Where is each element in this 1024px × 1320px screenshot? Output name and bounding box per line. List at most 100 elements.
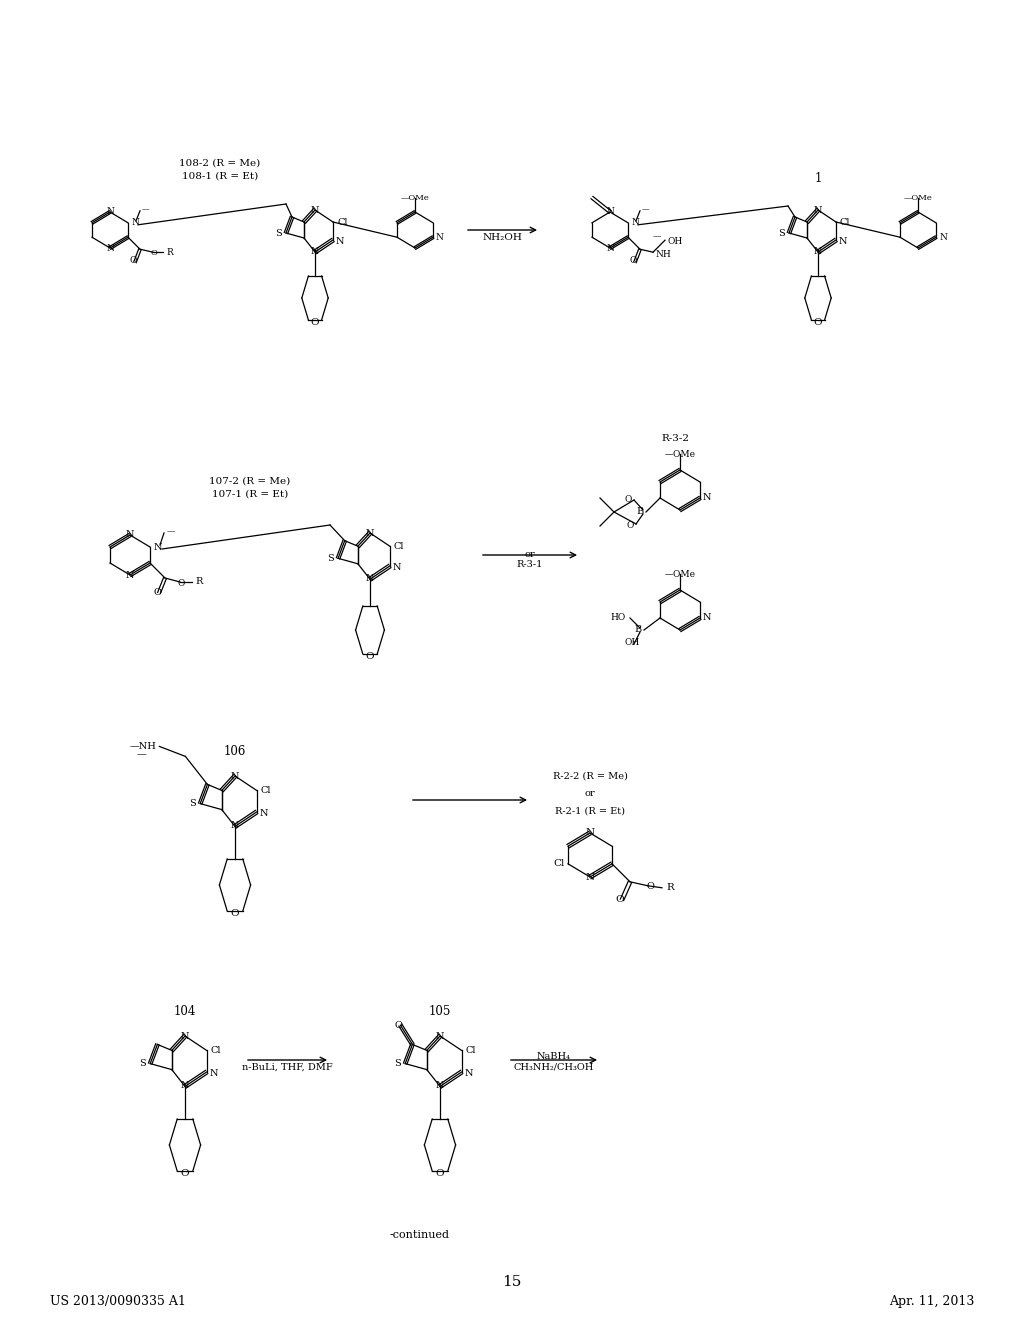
Text: N: N (631, 218, 639, 227)
Text: N: N (181, 1081, 189, 1090)
Text: R: R (666, 883, 674, 892)
Text: S: S (275, 228, 282, 238)
Text: Cl: Cl (337, 218, 347, 227)
Text: N: N (703, 614, 712, 623)
Text: 15: 15 (503, 1275, 521, 1290)
Text: O: O (151, 249, 158, 257)
Text: R-3-2: R-3-2 (662, 434, 689, 444)
Text: Apr. 11, 2013: Apr. 11, 2013 (889, 1295, 974, 1308)
Text: O: O (814, 318, 822, 327)
Text: Cl: Cl (466, 1047, 476, 1056)
Text: N: N (436, 1032, 444, 1041)
Text: Cl: Cl (394, 543, 404, 552)
Text: n-BuLi, THF, DMF: n-BuLi, THF, DMF (242, 1063, 333, 1072)
Text: US 2013/0090335 A1: US 2013/0090335 A1 (50, 1295, 186, 1308)
Text: O: O (625, 495, 632, 503)
Text: N: N (260, 809, 268, 818)
Text: N: N (814, 247, 822, 256)
Text: NH: NH (655, 249, 671, 259)
Text: N: N (606, 244, 614, 253)
Text: N: N (154, 543, 163, 552)
Text: S: S (139, 1059, 146, 1068)
Text: 105: 105 (429, 1005, 452, 1018)
Text: —NH: —NH (129, 742, 157, 751)
Text: R-3-1: R-3-1 (517, 560, 543, 569)
Text: N: N (436, 1081, 444, 1090)
Text: N: N (126, 572, 134, 579)
Text: N: N (210, 1069, 218, 1078)
Text: N: N (606, 207, 614, 216)
Text: S: S (394, 1059, 401, 1068)
Text: N: N (814, 206, 822, 215)
Text: O: O (366, 652, 375, 661)
Text: O: O (646, 882, 654, 891)
Text: N: N (310, 206, 319, 215)
Text: N: N (310, 247, 319, 256)
Text: 1: 1 (814, 172, 821, 185)
Text: N: N (106, 244, 114, 253)
Text: —: — (142, 205, 150, 213)
Text: Cl: Cl (554, 859, 565, 869)
Text: O: O (153, 587, 161, 597)
Text: O: O (129, 256, 136, 265)
Text: R: R (195, 578, 203, 586)
Text: N: N (703, 494, 712, 503)
Text: CH₃NH₂/CH₃OH: CH₃NH₂/CH₃OH (514, 1063, 594, 1072)
Text: O: O (630, 256, 637, 265)
Text: 107-1 (R = Et): 107-1 (R = Et) (212, 490, 288, 499)
Text: OH: OH (625, 638, 640, 647)
Text: or: or (585, 789, 595, 799)
Text: N: N (465, 1069, 473, 1078)
Text: N: N (393, 564, 401, 573)
Text: Cl: Cl (840, 218, 851, 227)
Text: —OMe: —OMe (903, 194, 933, 202)
Text: —OMe: —OMe (400, 194, 429, 202)
Text: 108-1 (R = Et): 108-1 (R = Et) (182, 172, 258, 181)
Text: 108-2 (R = Me): 108-2 (R = Me) (179, 158, 261, 168)
Text: S: S (328, 554, 334, 562)
Text: O: O (310, 318, 319, 327)
Text: N: N (939, 232, 947, 242)
Text: S: S (778, 228, 785, 238)
Text: R-2-2 (R = Me): R-2-2 (R = Me) (553, 771, 628, 780)
Text: O: O (230, 909, 240, 917)
Text: —: — (167, 527, 175, 535)
Text: 107-2 (R = Me): 107-2 (R = Me) (209, 477, 291, 486)
Text: Cl: Cl (260, 787, 271, 796)
Text: N: N (230, 772, 240, 781)
Text: N: N (586, 828, 595, 837)
Text: NaBH₄: NaBH₄ (537, 1052, 571, 1061)
Text: O: O (180, 1170, 189, 1177)
Text: —OMe: —OMe (665, 570, 695, 579)
Text: S: S (189, 799, 197, 808)
Text: N: N (106, 207, 114, 216)
Text: N: N (230, 821, 240, 830)
Text: N: N (436, 232, 443, 242)
Text: O: O (627, 520, 634, 529)
Text: HO: HO (610, 614, 626, 623)
Text: 104: 104 (174, 1005, 197, 1018)
Text: or: or (524, 550, 536, 558)
Text: N: N (181, 1032, 189, 1041)
Text: N: N (366, 574, 374, 583)
Text: B: B (635, 626, 642, 635)
Text: 106: 106 (224, 744, 246, 758)
Text: -continued: -continued (390, 1230, 450, 1239)
Text: —: — (642, 205, 649, 213)
Text: N: N (586, 873, 595, 882)
Text: Cl: Cl (211, 1047, 221, 1056)
Text: N: N (131, 218, 139, 227)
Text: B: B (637, 507, 644, 516)
Text: N: N (839, 238, 848, 247)
Text: R: R (166, 248, 173, 256)
Text: R-2-1 (R = Et): R-2-1 (R = Et) (555, 807, 625, 816)
Text: —: — (653, 232, 662, 240)
Text: NH₂OH: NH₂OH (482, 234, 522, 242)
Text: —: — (136, 750, 146, 759)
Text: N: N (366, 529, 374, 539)
Text: O: O (394, 1022, 402, 1030)
Text: O: O (615, 895, 625, 904)
Text: —OMe: —OMe (665, 450, 695, 459)
Text: OH: OH (668, 238, 683, 247)
Text: O: O (177, 579, 184, 587)
